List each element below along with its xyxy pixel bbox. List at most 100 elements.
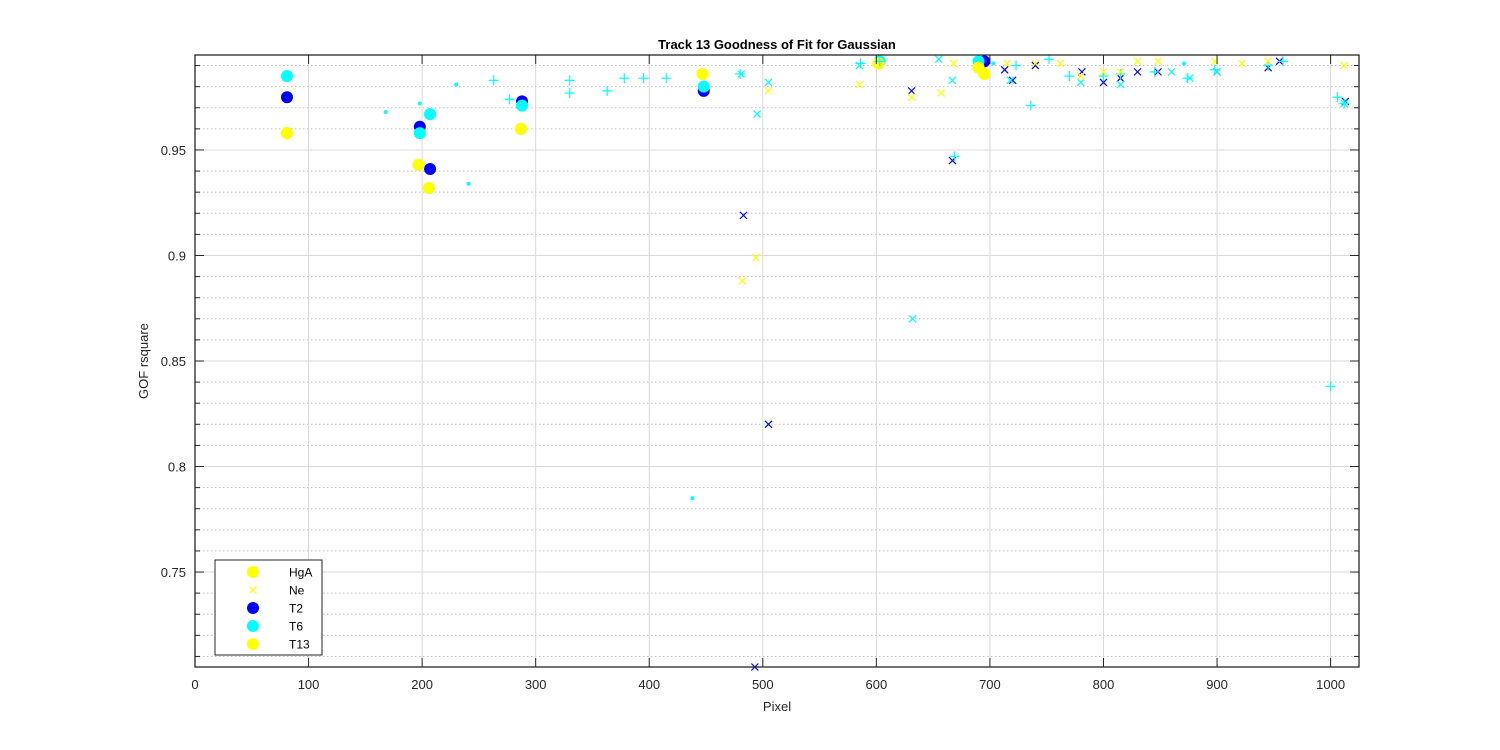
legend-label: T6 <box>289 620 303 634</box>
x-stroke <box>1116 67 1125 76</box>
x-tick-label: 200 <box>411 677 433 692</box>
data-point <box>855 80 864 89</box>
data-point <box>1099 67 1108 76</box>
y-tick-label: 0.8 <box>168 460 186 475</box>
data-point <box>602 85 613 96</box>
data-point <box>1149 66 1160 77</box>
x-stroke <box>1264 57 1273 66</box>
x-stroke <box>249 586 257 594</box>
x-stroke <box>1133 57 1142 66</box>
data-point <box>1238 59 1246 68</box>
data-point <box>872 57 885 70</box>
x-stroke <box>753 110 762 119</box>
data-point <box>564 75 575 86</box>
x-stroke <box>949 59 958 68</box>
legend-box <box>214 559 323 656</box>
y-tick-label: 0.95 <box>161 143 186 158</box>
data-point <box>638 73 649 84</box>
legend-item: HgA <box>247 566 312 580</box>
x-axis-label: Pixel <box>763 699 791 714</box>
x-tick-label: 600 <box>866 677 888 692</box>
x-stroke <box>1003 59 1011 68</box>
legend-label: T13 <box>289 638 310 652</box>
y-tick-label: 0.9 <box>168 248 186 263</box>
data-point <box>1099 78 1108 87</box>
x-tick-label: 400 <box>638 677 660 692</box>
x-stroke <box>738 276 747 285</box>
series-ne <box>738 57 1349 285</box>
x-tick-label: 1000 <box>1316 677 1345 692</box>
data-point <box>978 67 991 80</box>
legend-marker <box>249 586 257 594</box>
data-point <box>383 109 388 114</box>
data-point <box>424 108 437 121</box>
legend-item: T2 <box>247 602 303 616</box>
legend-item: T6 <box>247 620 303 634</box>
data-point <box>735 68 746 79</box>
data-point <box>948 76 957 85</box>
x-stroke <box>1076 78 1085 87</box>
data-point <box>466 181 471 186</box>
data-point <box>1115 68 1126 79</box>
data-point <box>991 61 996 66</box>
data-point <box>1182 73 1193 84</box>
data-point <box>697 80 710 93</box>
x-stroke <box>1099 67 1108 76</box>
series-unlabeled-8 <box>383 61 1187 501</box>
x-stroke <box>1006 76 1015 85</box>
data-point <box>1031 59 1040 68</box>
data-point <box>1154 57 1162 66</box>
data-point <box>1277 56 1288 67</box>
data-point <box>1264 57 1273 66</box>
legend-marker <box>247 620 259 632</box>
legend-item: Ne <box>249 584 305 598</box>
data-point <box>1325 381 1336 392</box>
x-stroke <box>934 55 943 64</box>
data-point <box>564 87 575 98</box>
x-stroke <box>1238 59 1246 68</box>
data-point <box>907 86 916 95</box>
data-point <box>690 496 695 501</box>
legend-label: HgA <box>289 566 312 580</box>
legend: HgA Ne T2 T6 T13 <box>214 559 323 656</box>
data-point <box>752 253 760 262</box>
data-point <box>1133 57 1142 66</box>
legend-label: T2 <box>289 602 303 616</box>
data-point <box>764 86 773 95</box>
data-point <box>1003 59 1011 68</box>
data-point <box>855 58 866 69</box>
data-point <box>738 276 747 285</box>
x-tick-label: 500 <box>752 677 774 692</box>
data-point <box>1167 67 1176 76</box>
y-tick-label: 0.75 <box>161 565 186 580</box>
x-stroke <box>764 78 773 87</box>
x-stroke <box>908 314 917 323</box>
y-tick-label: 0.85 <box>161 354 186 369</box>
data-point <box>412 158 425 171</box>
data-point <box>1000 65 1009 74</box>
data-point <box>488 75 499 86</box>
data-point <box>413 127 426 140</box>
data-point <box>422 181 435 194</box>
data-point <box>949 59 958 68</box>
data-point <box>949 151 960 162</box>
data-point <box>280 91 293 104</box>
tick-labels: 0 100 200 300 400 500 600 700 800 900 1000 0.75 0.8 0… <box>161 143 1345 692</box>
data-point <box>454 82 459 87</box>
x-stroke <box>752 253 760 262</box>
x-tick-label: 700 <box>979 677 1001 692</box>
x-stroke <box>739 211 748 220</box>
x-tick-label: 900 <box>1206 677 1228 692</box>
data-point <box>1043 54 1054 65</box>
x-stroke <box>1133 67 1142 76</box>
x-stroke <box>907 86 916 95</box>
x-tick-label: 300 <box>525 677 547 692</box>
x-tick-label: 800 <box>1093 677 1115 692</box>
x-stroke <box>1000 65 1009 74</box>
x-tick-label: 100 <box>298 677 320 692</box>
data-point <box>764 78 773 87</box>
x-stroke <box>764 420 773 429</box>
data-point <box>516 99 529 112</box>
data-point <box>1011 60 1022 71</box>
